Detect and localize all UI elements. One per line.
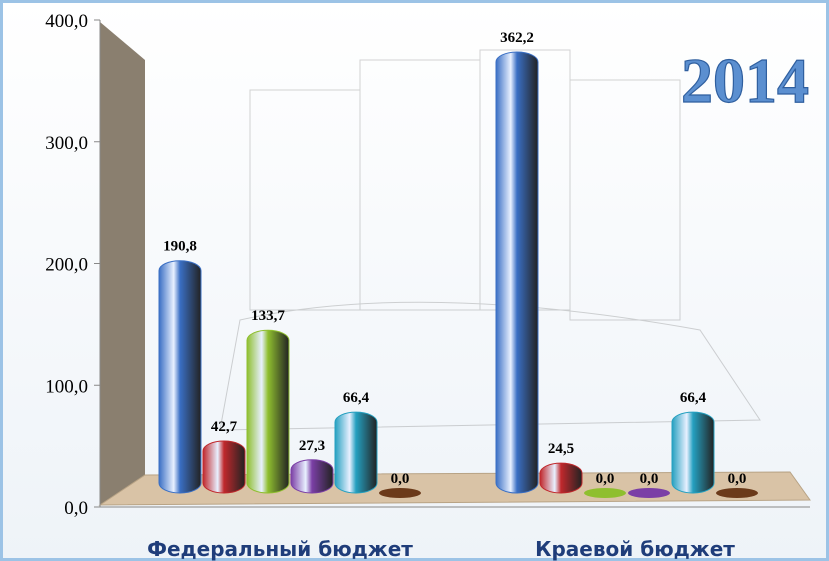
bar: [671, 411, 715, 494]
data-label: 0,0: [640, 471, 659, 487]
y-tick-label: 400,0: [45, 11, 88, 32]
y-tick-label: 300,0: [45, 133, 88, 154]
bar: [539, 462, 583, 494]
data-label: 362,2: [500, 30, 534, 46]
back-wall: [100, 22, 145, 505]
x-tick-label: Краевой бюджет: [535, 537, 735, 561]
x-tick-label: Федеральный бюджет: [147, 537, 413, 561]
bar: [290, 459, 334, 494]
bar: [246, 329, 290, 494]
building-sketch: [219, 49, 761, 431]
bar: [495, 51, 539, 494]
y-tick-label: 100,0: [45, 376, 88, 397]
data-label: 66,4: [343, 390, 370, 406]
chart-title: 2014: [681, 45, 809, 116]
bar: [628, 488, 670, 498]
bar: [158, 260, 202, 494]
bar: [584, 488, 626, 498]
bar: [379, 488, 421, 498]
data-label: 24,5: [548, 441, 574, 457]
data-label: 0,0: [596, 471, 615, 487]
data-label: 133,7: [251, 308, 285, 324]
data-label: 42,7: [211, 419, 238, 435]
bar: [716, 488, 758, 498]
bar: [334, 411, 378, 494]
data-label: 66,4: [680, 390, 707, 406]
data-label: 190,8: [163, 239, 197, 255]
y-tick-label: 200,0: [45, 255, 88, 276]
data-label: 27,3: [299, 438, 325, 454]
bar: [202, 440, 246, 494]
data-label: 0,0: [728, 471, 747, 487]
y-tick-label: 0,0: [64, 498, 88, 519]
data-label: 0,0: [391, 471, 410, 487]
